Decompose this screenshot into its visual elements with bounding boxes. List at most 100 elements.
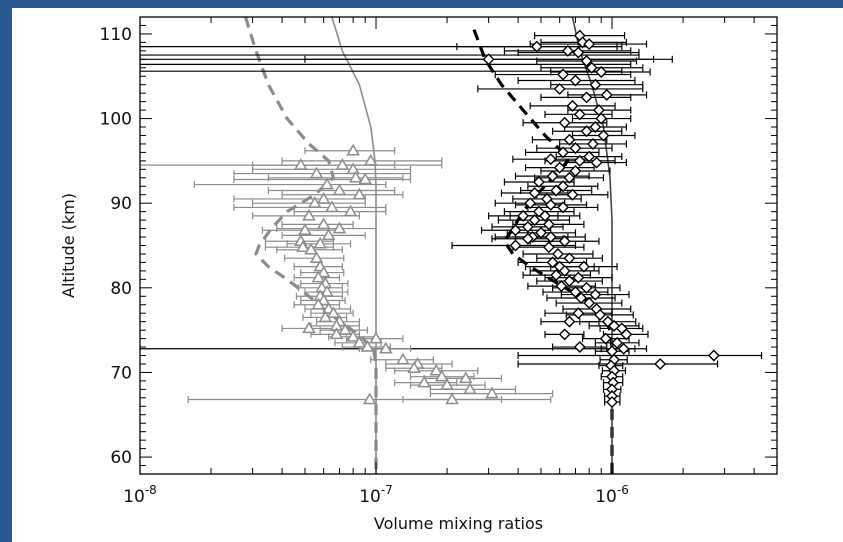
diamond-marker bbox=[528, 187, 541, 200]
diamond-marker bbox=[563, 275, 576, 288]
diamond-marker bbox=[577, 260, 590, 273]
diamond-marker bbox=[542, 218, 555, 231]
diamond-marker bbox=[707, 349, 720, 362]
diamond-marker bbox=[569, 142, 582, 155]
error-bar bbox=[517, 352, 763, 360]
diamond-marker bbox=[572, 46, 585, 59]
error-bar bbox=[233, 170, 412, 178]
y-tick-label: 110 bbox=[100, 25, 132, 45]
diamond-marker bbox=[534, 226, 547, 239]
diamond-marker bbox=[544, 198, 557, 211]
triangle-marker bbox=[316, 217, 331, 230]
long-error-bar bbox=[140, 67, 623, 75]
diamond-marker bbox=[532, 176, 545, 189]
diamond-marker bbox=[553, 161, 566, 174]
triangle-marker bbox=[325, 200, 339, 213]
diamond-marker bbox=[558, 116, 571, 129]
diamond-marker bbox=[550, 269, 563, 282]
triangle-marker bbox=[369, 331, 383, 344]
diamond-marker bbox=[580, 125, 593, 138]
diamond-marker bbox=[524, 197, 537, 210]
diamond-marker bbox=[551, 247, 564, 260]
error-bar bbox=[267, 174, 404, 182]
x-axis-title: Volume mixing ratios bbox=[374, 514, 543, 533]
diamond-marker bbox=[550, 184, 563, 197]
diamond-marker bbox=[528, 214, 541, 227]
diamond-marker bbox=[573, 108, 586, 121]
diamond-marker bbox=[606, 396, 619, 409]
axis-ticks bbox=[139, 16, 778, 475]
error-bar bbox=[281, 231, 366, 239]
triangle-marker bbox=[362, 392, 377, 405]
diamond-marker bbox=[561, 44, 574, 57]
diamond-marker bbox=[509, 239, 522, 252]
x-tick-label: 10-8 bbox=[123, 483, 157, 507]
triangle-marker bbox=[338, 323, 352, 335]
triangle-marker bbox=[346, 143, 360, 156]
diamond-marker bbox=[583, 38, 596, 51]
triangle-marker bbox=[343, 204, 358, 217]
error-bar bbox=[233, 175, 412, 183]
diamond-marker bbox=[539, 209, 551, 222]
diamond-marker bbox=[563, 171, 576, 184]
diamond-marker bbox=[521, 220, 534, 233]
diamond-marker bbox=[542, 241, 555, 254]
error-bar bbox=[267, 186, 396, 194]
model-line-solid-2 bbox=[331, 17, 377, 474]
diamond-marker bbox=[589, 78, 602, 91]
error-bar bbox=[193, 181, 387, 189]
triangle-marker bbox=[458, 371, 473, 384]
error-bar bbox=[233, 195, 366, 203]
triangle-marker bbox=[352, 335, 367, 348]
diamond-marker bbox=[530, 40, 543, 53]
diamond-marker bbox=[575, 291, 588, 304]
triangle-marker bbox=[311, 270, 326, 283]
diamond-marker bbox=[594, 308, 607, 321]
diamond-marker bbox=[569, 74, 582, 87]
diamond-marker bbox=[546, 170, 559, 183]
diamond-marker bbox=[617, 342, 630, 355]
triangle-marker bbox=[316, 265, 331, 278]
triangle-marker bbox=[378, 341, 393, 354]
diamond-marker bbox=[517, 209, 530, 222]
diamond-marker bbox=[585, 61, 598, 74]
triangle-marker bbox=[429, 363, 444, 376]
error-bars bbox=[140, 32, 763, 406]
diamond-marker bbox=[599, 332, 612, 345]
diamond-marker bbox=[572, 271, 585, 284]
diamond-marker bbox=[580, 91, 593, 104]
y-tick-label: 80 bbox=[110, 279, 132, 299]
diamond-marker bbox=[566, 188, 579, 201]
triangle-marker bbox=[440, 378, 454, 390]
triangle-marker bbox=[346, 329, 360, 342]
triangle-marker bbox=[298, 223, 312, 236]
triangle-marker bbox=[318, 310, 333, 323]
triangle-marker bbox=[321, 228, 336, 241]
triangle-marker bbox=[352, 187, 367, 200]
diamond-marker bbox=[558, 328, 571, 341]
diamond-marker bbox=[558, 264, 571, 277]
x-tick-label: 10-6 bbox=[595, 483, 629, 507]
triangle-marker bbox=[363, 153, 378, 166]
diamond-marker bbox=[569, 286, 582, 299]
diamond-marker bbox=[555, 280, 568, 293]
diamond-marker bbox=[654, 357, 667, 370]
triangle-marker bbox=[335, 158, 350, 170]
diamond-marker bbox=[557, 68, 570, 81]
diamond-marker bbox=[580, 55, 593, 67]
triangle-marker bbox=[311, 297, 326, 310]
diamond-marker bbox=[544, 153, 557, 166]
diamond-marker bbox=[573, 341, 586, 354]
diamond-marker bbox=[553, 82, 566, 95]
altitude-profile-chart: 60 70 80 90 100 110 10-8 10-7 10-6 Volume mixing… bbox=[59, 16, 778, 533]
error-bar bbox=[281, 157, 443, 165]
triangle-marker bbox=[320, 177, 334, 190]
tick-labels: 60 70 80 90 100 110 10-8 10-7 10-6 bbox=[100, 25, 629, 507]
diamond-marker bbox=[569, 165, 582, 178]
diamond-marker bbox=[557, 201, 570, 214]
triangle-marker bbox=[302, 208, 316, 221]
diamond-marker bbox=[544, 231, 557, 244]
error-bar bbox=[517, 360, 719, 368]
diamond-marker bbox=[482, 53, 495, 66]
diamond-marker bbox=[509, 224, 522, 237]
